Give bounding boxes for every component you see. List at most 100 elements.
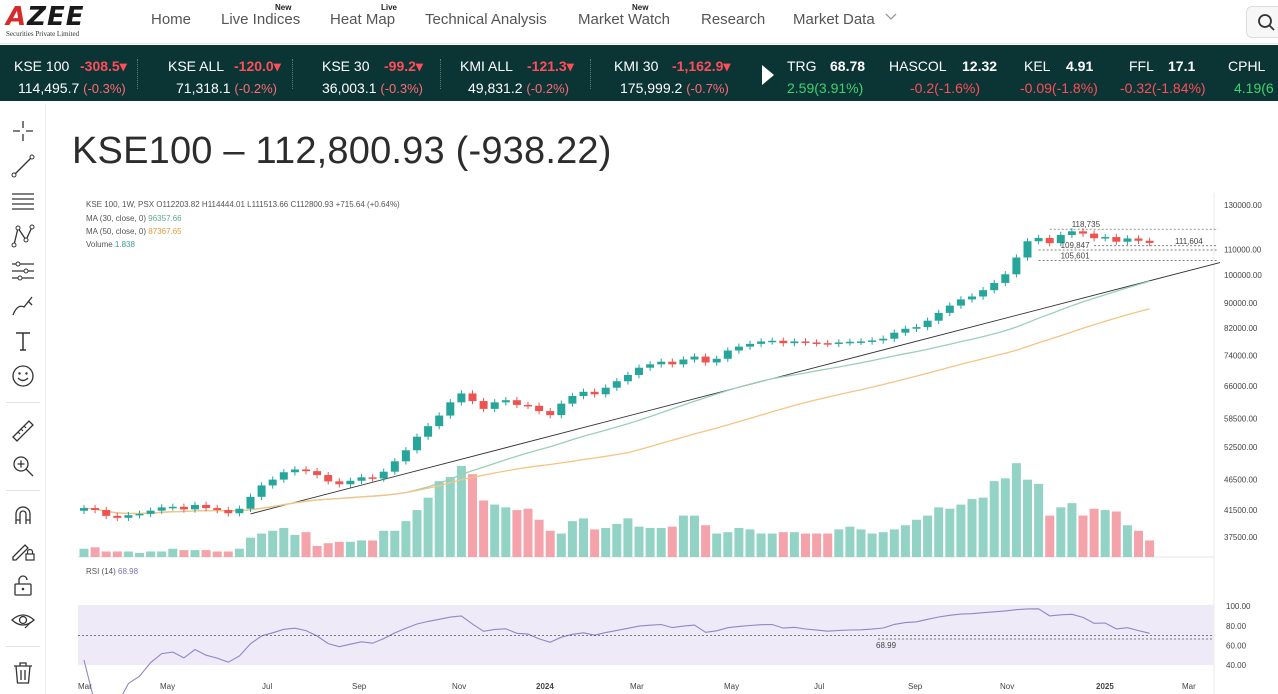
trash-icon[interactable] (10, 660, 36, 686)
ticker-divider (292, 59, 293, 89)
volume-bar (212, 551, 222, 557)
legend-volume: Volume 1.838 (86, 240, 135, 249)
rsi-axis-tick: 80.00 (1226, 622, 1247, 631)
toolbar-divider (6, 646, 40, 647)
nav-market-data[interactable]: Market Data (793, 11, 897, 28)
volume-bar (712, 533, 722, 557)
candle-body (512, 400, 521, 405)
nav-home[interactable]: Home (151, 11, 192, 28)
brush-icon[interactable] (10, 293, 36, 319)
volume-bar (112, 551, 122, 557)
volume-bar (357, 540, 366, 557)
volume-bar (1089, 508, 1099, 557)
chevron-down-icon (885, 13, 897, 20)
volume-bar (312, 545, 322, 557)
volume-bar (257, 533, 267, 557)
crosshair-icon[interactable] (10, 118, 36, 144)
volume-bar (390, 530, 400, 557)
legend-rsi-value: 68.98 (118, 567, 139, 576)
search-button[interactable] (1246, 6, 1278, 38)
volume-bar (223, 551, 233, 557)
candle-body (635, 367, 643, 375)
volume-bar (334, 541, 344, 557)
volume-bar (856, 529, 866, 557)
volume-bar (745, 529, 755, 557)
trend-line-icon[interactable] (10, 153, 36, 179)
candle-body (479, 401, 488, 409)
ruler-icon[interactable] (10, 418, 36, 444)
stock-change: 4.19(6 (1234, 80, 1274, 96)
volume-bar (135, 552, 144, 557)
volume-bar (579, 518, 588, 557)
candle-body (912, 327, 921, 329)
time-axis-label: Nov (452, 682, 466, 691)
candle-body (268, 479, 277, 486)
volume-bar (667, 526, 677, 557)
candle-body (535, 405, 544, 412)
stock-change: 2.59(3.91%) (787, 80, 864, 96)
candle-body (413, 436, 421, 451)
index-value: 36,003.1 (-0.3%) (322, 80, 424, 96)
candle-body (490, 402, 499, 409)
nav-live-indices[interactable]: New Live Indices (221, 3, 301, 28)
logo-subtitle: Securities Private Limited (6, 30, 80, 38)
nav-market-watch[interactable]: New Market Watch (578, 3, 670, 28)
volume-bar (912, 519, 921, 557)
volume-bar (1056, 507, 1066, 557)
fib-lines-icon[interactable] (10, 188, 36, 214)
volume-bar (878, 532, 888, 557)
emoji-icon[interactable] (10, 363, 36, 389)
candle-body (968, 296, 976, 300)
volume-bar (645, 528, 655, 557)
volume-bar (834, 529, 844, 557)
candle-body (446, 402, 455, 416)
volume-bar (79, 548, 89, 557)
candle-body (990, 282, 999, 291)
zoom-in-icon[interactable] (10, 453, 36, 479)
text-icon[interactable] (10, 328, 36, 354)
candle-body (1123, 238, 1132, 242)
volume-bar (534, 519, 544, 557)
magnet-icon[interactable] (10, 502, 36, 528)
candle-body (657, 361, 666, 365)
candle-body (1001, 274, 1010, 283)
volume-bar (623, 518, 633, 557)
volume-bar (1100, 510, 1110, 557)
candle-body (224, 510, 233, 514)
candle-body (390, 461, 399, 472)
time-axis-label: Jul (262, 682, 272, 691)
legend-ma30-label: MA (30, close, 0) (86, 214, 146, 223)
nav-heat-map[interactable]: Live Heat Map (330, 3, 398, 28)
candle-body (468, 393, 477, 402)
unlock-icon[interactable] (10, 572, 36, 598)
kse100-weekly-chart[interactable]: 118,735 111,604 109,847 105,601 68.99 130000… (78, 193, 1278, 694)
stock-change: -0.09(-1.8%) (1020, 80, 1098, 96)
eye-icon[interactable] (10, 607, 36, 633)
time-axis-label: Mar (630, 682, 644, 691)
azee-logo[interactable]: AZEE Securities Private Limited (6, 4, 92, 38)
candle-body (790, 341, 799, 344)
volume-bar (1011, 463, 1021, 557)
volume-bar (989, 481, 999, 557)
candle-body (368, 477, 377, 479)
lock-pencil-icon[interactable] (10, 537, 36, 563)
index-change: -120.0▾ (234, 58, 281, 74)
candle-body (668, 361, 677, 365)
volume-bar (1067, 503, 1077, 557)
nav-technical-analysis[interactable]: Technical Analysis (425, 11, 547, 28)
stock-symbol: KEL (1024, 58, 1051, 74)
candle-body (1045, 237, 1054, 244)
play-icon[interactable] (762, 65, 774, 85)
candle-body (579, 391, 588, 396)
price-axis-tick: 41500.00 (1224, 506, 1258, 515)
legend-volume-label: Volume (86, 240, 113, 249)
candle-body (191, 504, 199, 510)
volume-bar (845, 526, 855, 557)
candle-body (379, 471, 388, 479)
nav-research[interactable]: Research (701, 11, 766, 28)
pattern-icon[interactable] (10, 223, 36, 249)
prediction-icon[interactable] (10, 258, 36, 284)
candle-body (146, 510, 155, 514)
candle-body (646, 364, 655, 368)
volume-bar (490, 504, 500, 557)
